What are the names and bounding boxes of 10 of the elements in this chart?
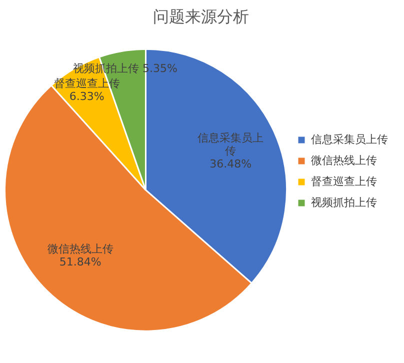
legend-label: 微信热线上传 xyxy=(311,154,377,167)
legend-label: 视频抓拍上传 xyxy=(311,196,377,209)
data-label: 51.84% xyxy=(59,256,102,269)
data-label: 6.33% xyxy=(69,90,104,103)
chart-title: 问题来源分析 xyxy=(153,6,249,26)
legend-label: 督查巡查上传 xyxy=(311,174,377,188)
legend-label: 信息采集员上传 xyxy=(311,132,388,146)
data-label: 36.48% xyxy=(210,158,252,171)
slice-label: 微信热线上传 xyxy=(47,242,114,256)
slice-label: 信息采集员上传 xyxy=(198,132,264,158)
